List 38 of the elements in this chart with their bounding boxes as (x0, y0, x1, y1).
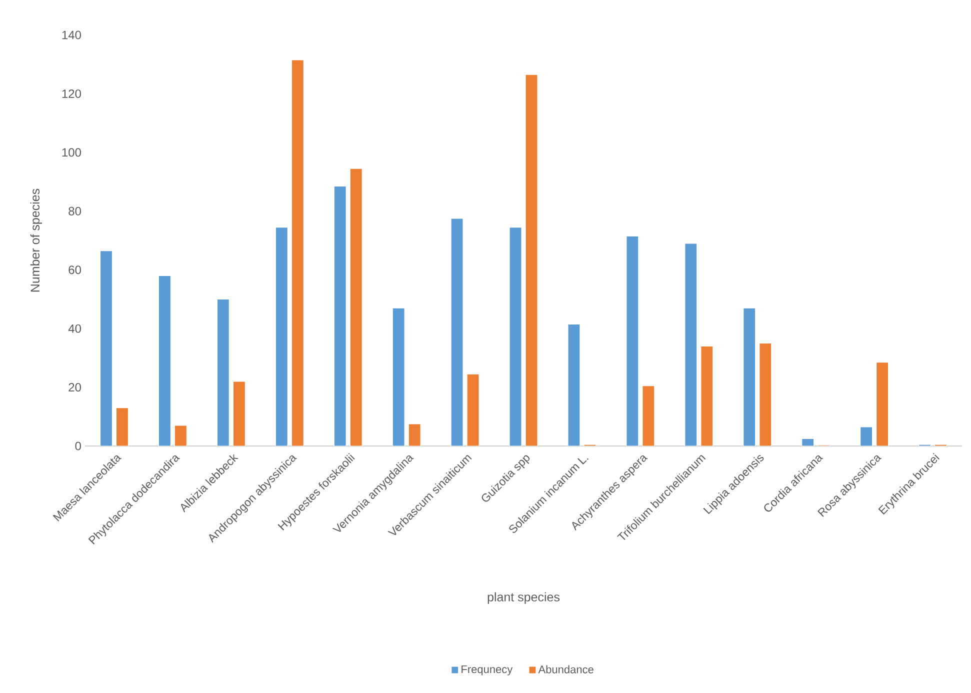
y-tick-label: 80 (68, 206, 81, 216)
bar (568, 324, 580, 446)
bar (876, 362, 889, 446)
bar (684, 243, 698, 446)
y-tick-label: 20 (68, 383, 81, 392)
legend-label: Abundance (538, 665, 594, 674)
bar (158, 275, 171, 446)
y-tick-label: 60 (68, 266, 81, 274)
bar (408, 424, 421, 446)
bar (392, 308, 405, 446)
x-axis-title: plant species (488, 592, 560, 604)
y-tick-label: 40 (68, 324, 81, 333)
bar (232, 381, 246, 446)
bar (700, 346, 714, 446)
bar (216, 298, 230, 446)
bar (100, 250, 113, 446)
bar (350, 168, 362, 446)
bar (860, 426, 873, 446)
bar (275, 226, 288, 446)
bar (450, 218, 464, 446)
bar (174, 425, 187, 446)
bar (509, 226, 522, 446)
bar (759, 342, 772, 446)
bar (466, 374, 480, 446)
bar (525, 74, 538, 446)
y-tick-label: 0 (75, 442, 82, 450)
y-axis-title: Number of species (30, 188, 42, 292)
bar (743, 308, 756, 446)
y-tick-label: 120 (62, 89, 81, 98)
bar (802, 438, 814, 446)
y-tick-label: 140 (62, 30, 81, 40)
bar (291, 60, 304, 446)
bar (334, 186, 346, 446)
bar (116, 408, 129, 446)
y-tick-label: 100 (62, 148, 81, 157)
bar (642, 386, 655, 446)
legend-label: Frequnecy (462, 665, 513, 676)
bar (626, 236, 639, 446)
